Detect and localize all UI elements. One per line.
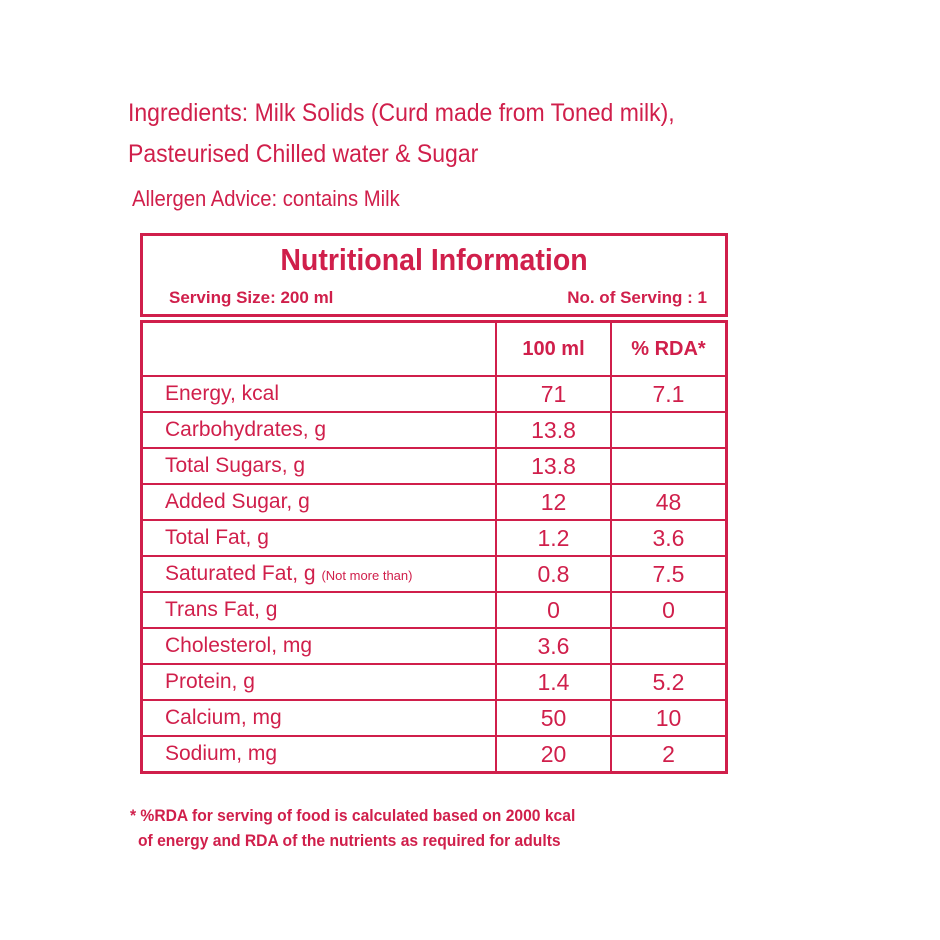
table-row: Sodium, mg 20 2 [140,735,728,774]
table-row: Added Sugar, g 12 48 [140,483,728,521]
nutrient-name: Carbohydrates, g [140,411,497,449]
table-row: Energy, kcal 71 7.1 [140,375,728,413]
nutrient-label: Protein, g [165,670,255,693]
value-per-100ml: 1.2 [495,519,612,557]
nutrient-label: Carbohydrates, g [165,418,327,441]
nutrient-label: Cholesterol, mg [165,634,313,657]
allergen-advice: Allergen Advice: contains Milk [132,186,400,211]
value-per-100ml: 13.8 [495,411,612,449]
value-rda: 48 [610,483,728,521]
value-rda [610,447,728,485]
nutrient-name: Total Fat, g [140,519,497,557]
nutrient-label: Saturated Fat, g [165,562,316,585]
nutrient-label: Sodium, mg [165,742,278,765]
footnote-line-2: of energy and RDA of the nutrients as re… [138,831,561,850]
table-row: Total Sugars, g 13.8 [140,447,728,485]
nutrient-label: Total Fat, g [165,526,269,549]
value-per-100ml: 12 [495,483,612,521]
panel-title: Nutritional Information [280,242,588,277]
nutrition-header-box: Nutritional Information Serving Size: 20… [140,233,728,317]
nutrient-name: Calcium, mg [140,699,497,737]
nutrient-name: Saturated Fat, g (Not more than) [140,555,497,593]
header-rda: % RDA* [610,320,728,377]
header-per-100ml: 100 ml [495,320,612,377]
nutrient-name: Added Sugar, g [140,483,497,521]
nutrient-name: Trans Fat, g [140,591,497,629]
nutrient-name: Energy, kcal [140,375,497,413]
value-per-100ml: 13.8 [495,447,612,485]
value-per-100ml: 0.8 [495,555,612,593]
nutrient-name: Total Sugars, g [140,447,497,485]
value-rda: 10 [610,699,728,737]
value-rda: 2 [610,735,728,774]
footnote-line-1: * %RDA for serving of food is calculated… [130,806,576,825]
nutrient-label: Total Sugars, g [165,454,306,477]
servings-count: No. of Serving : 1 [567,288,707,307]
value-per-100ml: 20 [495,735,612,774]
table-row: Saturated Fat, g (Not more than) 0.8 7.5 [140,555,728,593]
value-per-100ml: 71 [495,375,612,413]
nutrient-label: Trans Fat, g [165,598,278,621]
nutrition-table: 100 ml % RDA* Energy, kcal 71 7.1 Carbohy… [140,320,728,774]
table-header-row: 100 ml % RDA* [140,320,728,377]
ingredients-line-2: Pasteurised Chilled water & Sugar [128,140,479,168]
value-rda: 7.5 [610,555,728,593]
value-rda: 3.6 [610,519,728,557]
serving-size: Serving Size: 200 ml [169,288,334,307]
table-row: Total Fat, g 1.2 3.6 [140,519,728,557]
nutrient-label: Added Sugar, g [165,490,310,513]
value-per-100ml: 3.6 [495,627,612,665]
value-rda: 0 [610,591,728,629]
value-per-100ml: 50 [495,699,612,737]
table-row: Carbohydrates, g 13.8 [140,411,728,449]
value-rda [610,411,728,449]
nutrient-note: (Not more than) [321,568,413,583]
value-per-100ml: 1.4 [495,663,612,701]
nutrient-label: Energy, kcal [165,382,279,405]
table-row: Protein, g 1.4 5.2 [140,663,728,701]
value-rda: 7.1 [610,375,728,413]
value-per-100ml: 0 [495,591,612,629]
nutrient-name: Sodium, mg [140,735,497,774]
ingredients-line-1: Ingredients: Milk Solids (Curd made from… [128,99,675,127]
nutrient-label: Calcium, mg [165,706,282,729]
table-row: Calcium, mg 50 10 [140,699,728,737]
nutrient-name: Protein, g [140,663,497,701]
value-rda [610,627,728,665]
nutrient-name: Cholesterol, mg [140,627,497,665]
value-rda: 5.2 [610,663,728,701]
table-row: Trans Fat, g 0 0 [140,591,728,629]
header-nutrient [140,320,497,377]
table-row: Cholesterol, mg 3.6 [140,627,728,665]
